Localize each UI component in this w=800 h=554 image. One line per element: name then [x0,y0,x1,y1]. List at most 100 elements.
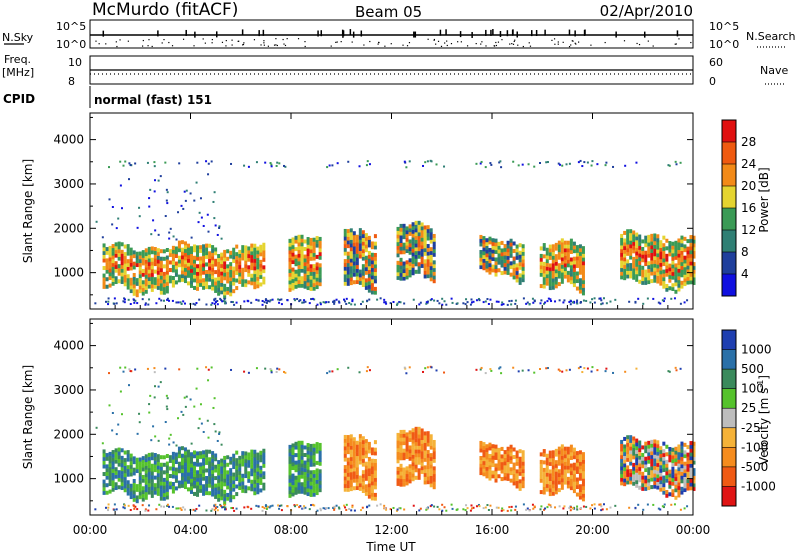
velocity-cell [303,445,307,450]
power-speckle [679,161,682,164]
velocity-cell [370,451,374,456]
velocity-cell [632,477,636,482]
velocity-cell [689,478,693,483]
nsearch-dot [377,43,379,45]
power-cell [506,259,510,264]
velocity-cell [108,455,112,460]
power-cell [692,280,696,285]
velocity-cell [426,480,430,485]
velocity-cell [177,480,181,485]
power-cell [159,260,163,265]
power-cell [253,270,257,275]
velocity-cell [689,441,693,446]
velocity-cell [318,484,322,489]
power-speckle [175,301,178,304]
power-cell [402,235,406,240]
power-cell [491,245,495,250]
velocity-cell [349,438,353,443]
velocity-cell [479,440,483,445]
velocity-speckle [182,506,185,509]
power-cell [411,248,415,253]
power-cell [563,259,567,264]
power-cell [482,262,486,267]
velocity-cell [150,475,154,480]
power-cell [396,226,400,231]
power-cell [135,278,139,283]
power-cell [414,269,418,274]
velocity-speckle [545,367,548,370]
power-cell [488,259,492,264]
power-cell [352,250,356,255]
velocity-cell [297,478,301,483]
power-speckle [383,301,386,304]
velocity-speckle [193,405,196,408]
power-speckle [558,299,561,302]
velocity-cell [165,453,169,458]
nsky-spike [413,31,415,38]
power-cell [653,233,657,238]
power-speckle [199,197,202,200]
velocity-cell [399,437,403,442]
velocity-cell [569,471,573,476]
velocity-cell [306,476,310,481]
velocity-cell [141,478,145,483]
power-speckle [347,160,350,163]
power-cell [581,291,585,296]
velocity-cell [414,426,418,431]
power-cell [429,250,433,255]
velocity-cell [683,472,687,477]
nsearch-dot [578,41,580,43]
velocity-cell [105,471,109,476]
velocity-cell [500,458,504,463]
power-cell [174,261,178,266]
power-speckle [478,299,481,302]
velocity-cell [683,469,687,474]
velocity-speckle [134,368,137,371]
velocity-cell [361,462,365,467]
velocity-cell [485,463,489,468]
power-cell [303,273,307,278]
nsearch-dot [263,44,265,46]
velocity-cell [217,478,221,483]
power-cell [223,272,227,277]
power-cell [629,248,633,253]
velocity-cell [232,457,236,462]
velocity-cell [641,471,645,476]
velocity-cell [542,452,546,457]
velocity-speckle [479,368,482,371]
power-cell [423,270,427,275]
power-cell [563,274,567,279]
velocity-speckle [278,507,281,510]
power-speckle [277,298,280,301]
velocity-cell [429,479,433,484]
velocity-cell [150,471,154,476]
power-speckle [197,221,200,224]
power-cell [503,251,507,256]
power-cell [199,264,203,269]
velocity-speckle [235,507,238,510]
velocity-cell [420,462,424,467]
velocity-colorbar-label: -100 [741,440,768,454]
power-cell [361,283,365,288]
power-cell [117,241,121,246]
velocity-cell [241,458,245,463]
velocity-cell [114,459,118,464]
power-cell [635,266,639,271]
velocity-speckle [337,506,340,509]
power-speckle [111,223,114,226]
velocity-cell [300,452,304,457]
nsearch-dot [163,38,165,41]
velocity-cell [156,491,160,496]
power-cell [494,242,498,247]
velocity-speckle [435,369,438,372]
velocity-cell [361,473,365,478]
velocity-speckle [214,503,217,506]
power-cell [352,272,356,277]
velocity-cell [644,468,648,473]
power-cell [396,260,400,265]
velocity-cell [229,471,233,476]
velocity-cell [626,435,630,440]
power-cell [108,260,112,265]
power-cell [288,253,292,258]
velocity-cell [120,485,124,490]
